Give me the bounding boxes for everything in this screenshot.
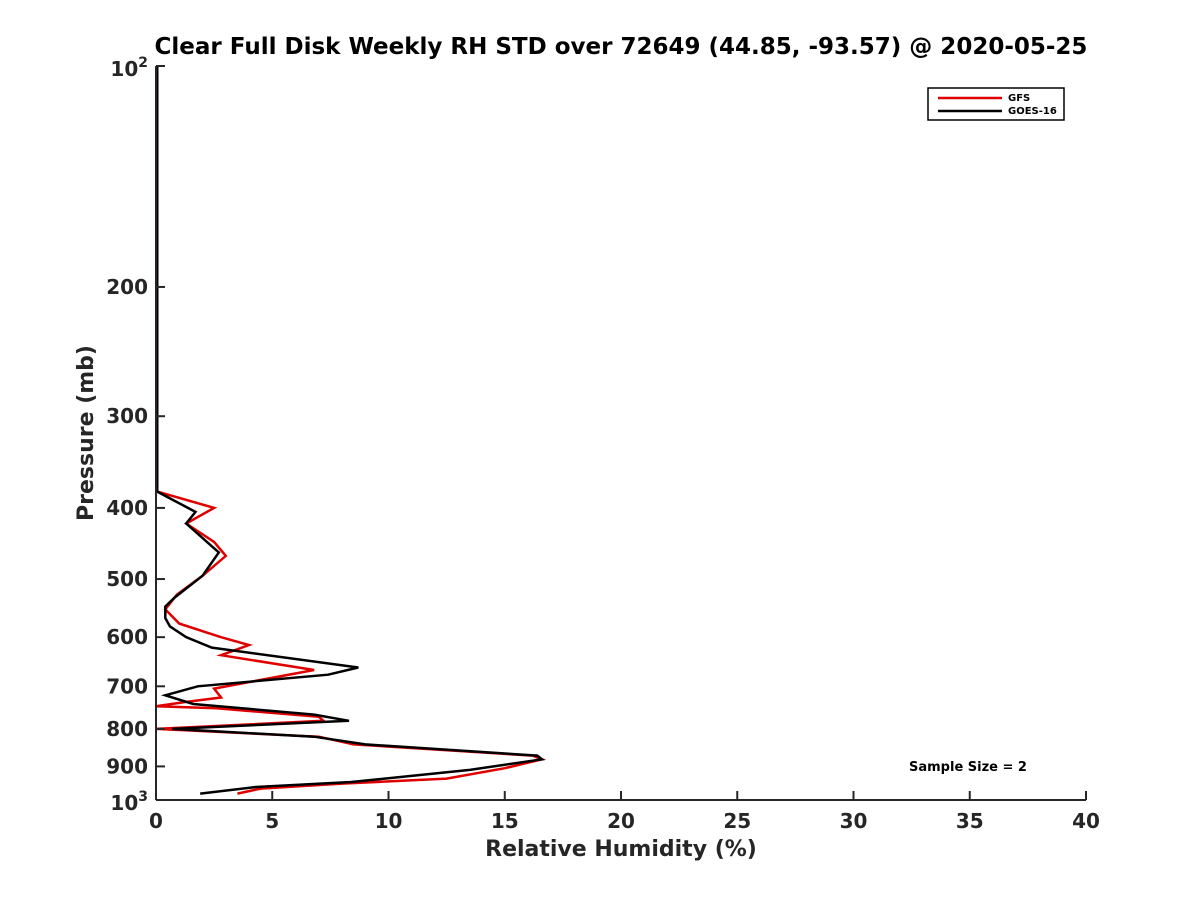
chart-title: Clear Full Disk Weekly RH STD over 72649… <box>155 34 1088 60</box>
x-tick-label: 35 <box>956 809 984 833</box>
x-tick-label: 10 <box>375 809 403 833</box>
x-tick-label: 25 <box>723 809 751 833</box>
x-tick-label: 0 <box>149 809 163 833</box>
x-tick-label: 40 <box>1072 809 1100 833</box>
y-axis-label: Pressure (mb) <box>74 345 99 521</box>
y-tick-label: 102 <box>110 55 148 81</box>
x-axis-label: Relative Humidity (%) <box>485 837 757 862</box>
y-tick-label: 800 <box>106 717 148 741</box>
sample-size-annotation: Sample Size = 2 <box>909 760 1027 775</box>
y-tick-label: 103 <box>110 789 148 815</box>
series-line-goes-16 <box>155 66 546 795</box>
legend-box <box>927 87 1065 121</box>
legend: GFS GOES-16 <box>927 87 1065 121</box>
legend-gfs-label: GFS <box>1008 93 1030 104</box>
y-tick-label: 300 <box>106 404 148 428</box>
y-tick-label: 500 <box>106 567 148 591</box>
plot-area: 0 5 10 15 20 25 30 35 40 102 200 300 400 500 600 700 800… <box>106 55 1100 833</box>
x-tick-label: 20 <box>607 809 635 833</box>
x-tick-label: 5 <box>265 809 279 833</box>
x-tick-label: 15 <box>491 809 519 833</box>
y-tick-label: 200 <box>106 275 148 299</box>
y-tick-label: 400 <box>106 496 148 520</box>
x-tick-label: 30 <box>840 809 868 833</box>
y-tick-label: 700 <box>106 674 148 698</box>
legend-goes16-label: GOES-16 <box>1008 106 1057 117</box>
y-tick-label: 900 <box>106 754 148 778</box>
y-tick-label: 600 <box>106 625 148 649</box>
